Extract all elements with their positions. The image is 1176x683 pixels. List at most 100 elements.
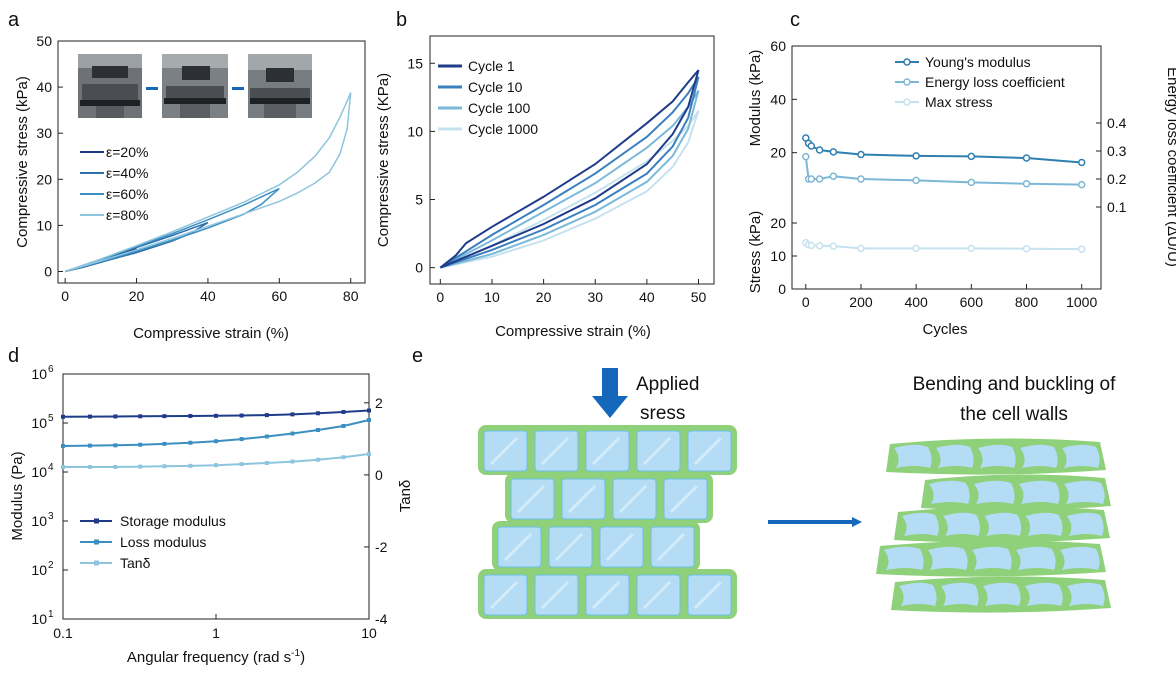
panel-a-chart: 0 20 40 60 80 0 10 20 30 40 50 Compressive strain … — [14, 33, 366, 342]
panel-c-point — [807, 142, 816, 150]
panel-a-ytick-label: 10 — [36, 217, 52, 233]
panel-letter-a: a — [8, 9, 20, 31]
cell-shine — [693, 580, 723, 610]
panel-d-point — [214, 413, 218, 418]
panel-c-series — [802, 134, 1086, 253]
panel-d-ytick-exponent: 2 — [48, 560, 54, 571]
panel-c-point — [815, 146, 824, 154]
panel-d-point — [188, 413, 193, 418]
panel-d-xtick-label: 0.1 — [53, 625, 73, 641]
panel-d-point — [162, 464, 167, 469]
panel-b-xtick-label: 40 — [639, 289, 655, 305]
cell-shine — [540, 580, 570, 610]
panel-c-legend-label: Energy loss coefficient — [925, 74, 1065, 90]
panel-b-ticks: 0 10 20 30 40 50 0 5 10 15 — [407, 55, 706, 305]
panel-c-xtick-label: 200 — [849, 294, 873, 310]
panel-d-xlabel-end: ) — [300, 649, 305, 666]
panel-c-point — [967, 178, 976, 187]
panel-c-point — [912, 176, 920, 185]
panel-d-ytick-label: 10 — [31, 611, 47, 627]
buckled-cell — [1020, 444, 1058, 468]
buckled-cell — [928, 546, 968, 570]
buckled-cell — [943, 512, 980, 536]
panel-c-ytick-bottom-label: 10 — [770, 248, 786, 264]
panel-c-point — [807, 241, 816, 250]
panel-a-ytick-label: 40 — [36, 79, 52, 95]
panel-c-point — [1077, 245, 1086, 253]
panel-d-point — [264, 413, 269, 418]
panel-a-legend-label: ε=20% — [106, 144, 148, 160]
panel-d-legend-label: Tanδ — [120, 555, 151, 571]
panel-c-point — [857, 150, 865, 159]
panel-a-ytick-label: 0 — [44, 263, 52, 279]
panel-a-ytick-label: 20 — [36, 171, 52, 187]
panel-b-xtick-label: 30 — [587, 289, 603, 305]
cell-shine — [642, 436, 672, 466]
buckled-cell — [1066, 512, 1104, 536]
cell-shine — [567, 484, 597, 514]
panel-c-point — [1022, 180, 1031, 188]
buckled-cell — [884, 546, 924, 570]
panel-a-xtick-label: 0 — [61, 288, 69, 304]
panel-a-legend-label: ε=80% — [106, 207, 148, 223]
buckled-cell — [1025, 512, 1063, 536]
panel-d-point — [341, 455, 346, 460]
panel-letter-e: e — [412, 345, 423, 367]
panel-d-point — [214, 463, 218, 468]
panel-d-point — [290, 459, 295, 464]
panel-c-point — [829, 148, 838, 156]
panel-d-point — [315, 427, 320, 432]
panel-c-point — [967, 244, 976, 253]
panel-a-frame — [57, 40, 366, 284]
cell-shine — [618, 484, 648, 514]
panel-d-ytick-exponent: 6 — [48, 364, 54, 375]
panel-c-legend-marker — [903, 58, 911, 66]
panel-d-point — [239, 437, 244, 442]
panel-d-point — [87, 414, 92, 419]
panel-letter-d: d — [8, 345, 19, 367]
panel-c-ytick-bottom-label: 20 — [770, 215, 786, 231]
panel-c-point — [912, 152, 920, 160]
panel-c-ylabel-right: Energy loss coefficient (ΔU/U) — [1164, 67, 1176, 267]
panel-letter-b: b — [396, 9, 407, 31]
buckled-cell — [1067, 582, 1105, 606]
panel-d-point — [138, 442, 143, 447]
panel-c-series-line — [804, 137, 1082, 164]
panel-d-ytick-label: 10 — [31, 464, 47, 480]
panel-a-series-line — [64, 187, 280, 273]
panel-c-ylabel-top: Modulus (kPa) — [747, 50, 764, 147]
panel-d-point — [264, 434, 269, 439]
photo-arrow-1 — [146, 87, 158, 90]
panel-d-point — [290, 431, 295, 436]
panel-c-legend-marker — [903, 98, 911, 106]
panel-d-point — [341, 409, 346, 414]
panel-c-point — [1077, 158, 1086, 167]
panel-d-point — [113, 464, 118, 469]
panel-c-point — [1022, 244, 1031, 253]
panel-d-legend-label: Loss modulus — [120, 534, 206, 550]
buckled-cell — [1062, 444, 1100, 468]
panel-b-series — [439, 69, 700, 269]
panel-d-legend-marker — [94, 560, 99, 566]
cell-shine — [516, 484, 546, 514]
panel-d-ytick-right-label: -4 — [375, 611, 388, 627]
cell-wall-row — [505, 473, 713, 523]
panel-d-legend-label: Storage modulus — [120, 513, 226, 529]
panel-c-xtick-label: 1000 — [1066, 294, 1097, 310]
panel-b-ytick-label: 5 — [415, 192, 423, 208]
panel-d-point — [162, 414, 167, 419]
buckled-cell — [974, 480, 1015, 504]
panel-e-schematic: Applied sress Bending and buckling of th… — [478, 368, 1116, 619]
panel-a-legend: ε=20% ε=40% ε=60% ε=80% — [80, 144, 148, 223]
panel-c-ytick-bottom-label: 0 — [778, 281, 786, 297]
panel-b-xtick-label: 10 — [484, 289, 500, 305]
buckled-cell — [902, 512, 939, 536]
applied-stress-line1: Applied — [636, 374, 699, 395]
panel-c-ytick-right-label: 0.3 — [1107, 143, 1127, 159]
panel-a-xlabel: Compressive strain (%) — [133, 325, 289, 342]
specimen-photo-3 — [248, 54, 312, 118]
panel-a-ticks: 0 20 40 60 80 0 10 20 30 40 50 — [36, 33, 358, 304]
buckled-cell — [1060, 546, 1100, 570]
panel-d-point — [87, 464, 92, 469]
